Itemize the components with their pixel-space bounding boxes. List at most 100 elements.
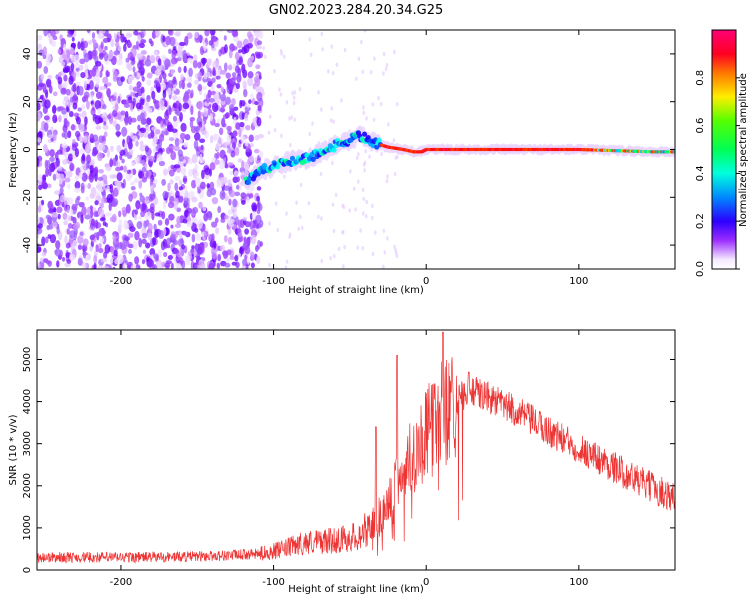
noise-speck xyxy=(49,233,57,244)
noise-speck xyxy=(116,132,120,138)
noise-speck xyxy=(50,30,56,38)
noise-speck xyxy=(128,116,132,125)
noise-speck xyxy=(147,232,153,241)
noise-speck xyxy=(170,57,178,65)
noise-speck xyxy=(125,171,132,182)
noise-speck xyxy=(102,124,109,130)
faint-speck xyxy=(317,214,320,219)
noise-speck xyxy=(133,178,140,184)
noise-speck xyxy=(66,228,70,235)
noise-speck xyxy=(178,195,184,203)
noise-speck xyxy=(139,140,144,147)
noise-speck xyxy=(136,221,143,230)
x-tick-label: -100 xyxy=(262,577,285,588)
noise-speck xyxy=(249,220,254,230)
x-tick-label: 100 xyxy=(569,577,588,588)
noise-speck xyxy=(63,131,68,140)
faint-speck xyxy=(329,255,332,261)
noise-speck xyxy=(117,111,122,121)
noise-speck xyxy=(241,46,248,55)
faint-speck xyxy=(268,221,271,226)
noise-speck xyxy=(62,69,70,74)
noise-speck xyxy=(192,217,198,224)
noise-speck xyxy=(37,205,42,213)
noise-speck xyxy=(219,159,226,170)
colorbar: 0.0 0.2 0.4 0.6 0.8 Normalized spectral ampl… xyxy=(695,29,749,277)
noise-speck xyxy=(91,50,97,60)
faint-speck xyxy=(317,90,320,95)
noise-speck xyxy=(93,232,100,238)
noise-speck xyxy=(45,89,49,99)
faint-speck xyxy=(365,116,368,121)
noise-speck xyxy=(235,184,240,190)
ridge-mark xyxy=(245,179,252,185)
figure-title: GN02.2023.284.20.34.G25 xyxy=(269,3,444,18)
faint-speck xyxy=(342,204,346,210)
noise-speck xyxy=(140,203,146,212)
noise-speck xyxy=(69,30,75,35)
noise-speck xyxy=(84,63,89,72)
noise-speck xyxy=(112,109,118,118)
noise-speck xyxy=(182,49,187,59)
noise-speck xyxy=(37,137,42,143)
noise-speck xyxy=(189,119,194,128)
noise-speck xyxy=(227,64,233,71)
noise-speck xyxy=(170,150,177,161)
noise-speck xyxy=(181,80,185,90)
noise-speck xyxy=(194,228,199,233)
noise-speck xyxy=(69,253,76,261)
noise-speck xyxy=(240,192,247,199)
noise-speck xyxy=(170,69,175,75)
noise-speck xyxy=(165,35,171,46)
noise-speck xyxy=(174,230,179,238)
noise-speck xyxy=(69,229,76,239)
noise-speck xyxy=(213,92,220,102)
noise-speck xyxy=(100,30,106,34)
noise-speck xyxy=(244,228,249,235)
noise-speck xyxy=(94,115,101,125)
noise-speck xyxy=(146,117,152,126)
y-tick-label: 0 xyxy=(22,567,33,573)
noise-speck xyxy=(114,243,119,251)
noise-speck xyxy=(179,111,183,122)
noise-speck xyxy=(177,50,184,59)
noise-speck xyxy=(77,244,83,251)
noise-speck xyxy=(76,116,81,125)
noise-speck xyxy=(61,143,68,149)
noise-speck xyxy=(163,78,167,84)
noise-speck xyxy=(256,186,262,191)
x-tick-label: 100 xyxy=(569,276,588,287)
faint-speck xyxy=(371,203,374,209)
noise-speck xyxy=(237,67,241,77)
noise-speck xyxy=(99,202,104,209)
noise-speck xyxy=(104,244,111,254)
noise-speck xyxy=(154,212,161,217)
noise-speck xyxy=(62,146,67,156)
faint-speck xyxy=(330,44,334,49)
noise-speck xyxy=(77,257,83,266)
noise-speck xyxy=(178,186,183,191)
faint-speck xyxy=(377,96,380,101)
spectrogram-y-ticks: -40 -20 0 20 40 xyxy=(22,48,675,253)
noise-speck xyxy=(141,259,146,265)
noise-speck xyxy=(83,40,89,49)
noise-speck xyxy=(226,134,232,143)
noise-speck xyxy=(79,58,86,65)
faint-speck xyxy=(361,246,365,251)
noise-speck xyxy=(123,43,127,52)
noise-speck xyxy=(162,199,167,210)
noise-speck xyxy=(225,257,231,263)
noise-speck xyxy=(89,205,93,211)
noise-speck xyxy=(94,99,102,110)
noise-speck xyxy=(46,224,51,231)
noise-speck xyxy=(168,137,175,142)
noise-speck xyxy=(49,204,54,209)
noise-speck xyxy=(219,244,226,251)
noise-speck xyxy=(198,123,203,128)
noise-speck xyxy=(108,202,112,212)
noise-speck xyxy=(197,61,202,69)
noise-speck xyxy=(220,106,225,113)
faint-speck xyxy=(373,56,376,61)
noise-speck xyxy=(140,98,145,106)
noise-speck xyxy=(101,227,105,236)
